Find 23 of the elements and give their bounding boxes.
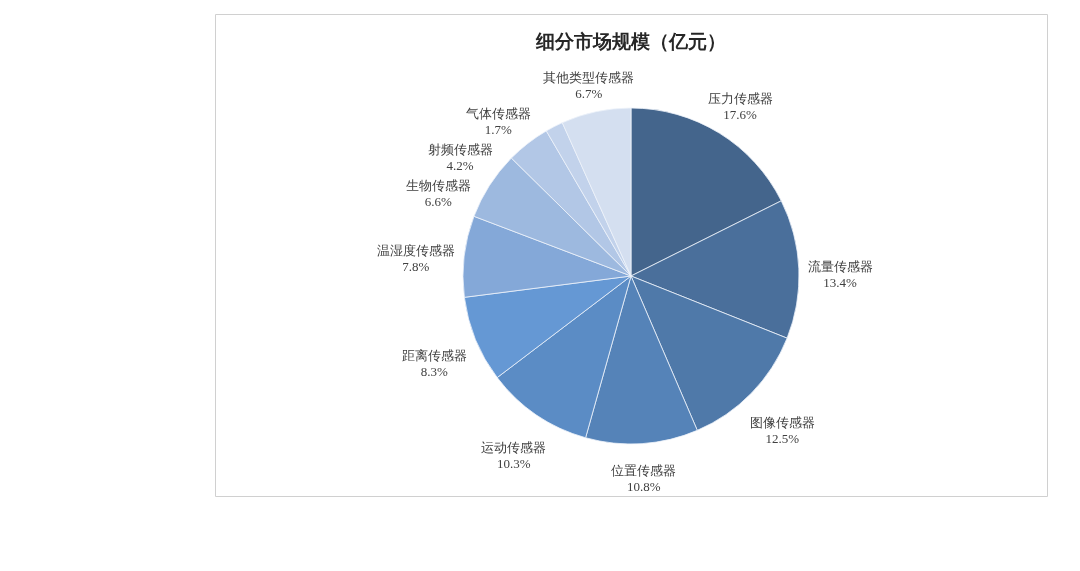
data-label: 10.8% [627,478,661,494]
slice-label: 图像传感器 [749,415,815,431]
data-label: 6.6% [424,194,452,210]
slice-label: 射频传感器 [427,142,493,158]
slice-label: 其他类型传感器 [543,70,635,86]
slice-label: 距离传感器 [401,348,467,364]
data-label: 13.4% [823,275,857,291]
slice-label: 气体传感器 [465,106,531,122]
data-label: 7.8% [402,258,430,274]
slice-label: 压力传感器 [707,91,773,107]
data-label: 12.5% [765,431,800,447]
slice-label: 温湿度传感器 [376,242,455,258]
data-label: 17.6% [723,107,758,123]
slice-label: 运动传感器 [481,440,547,456]
data-label: 8.3% [420,364,449,380]
data-label: 4.2% [446,158,474,174]
slice-label: 流量传感器 [807,259,873,275]
data-label: 1.7% [484,122,512,138]
data-label: 10.3% [497,456,531,472]
data-label: 6.7% [575,86,603,102]
slice-label: 位置传感器 [611,462,677,478]
chart-title: 细分市场规模（亿元） [535,31,726,52]
slice-label: 生物传感器 [405,178,471,194]
